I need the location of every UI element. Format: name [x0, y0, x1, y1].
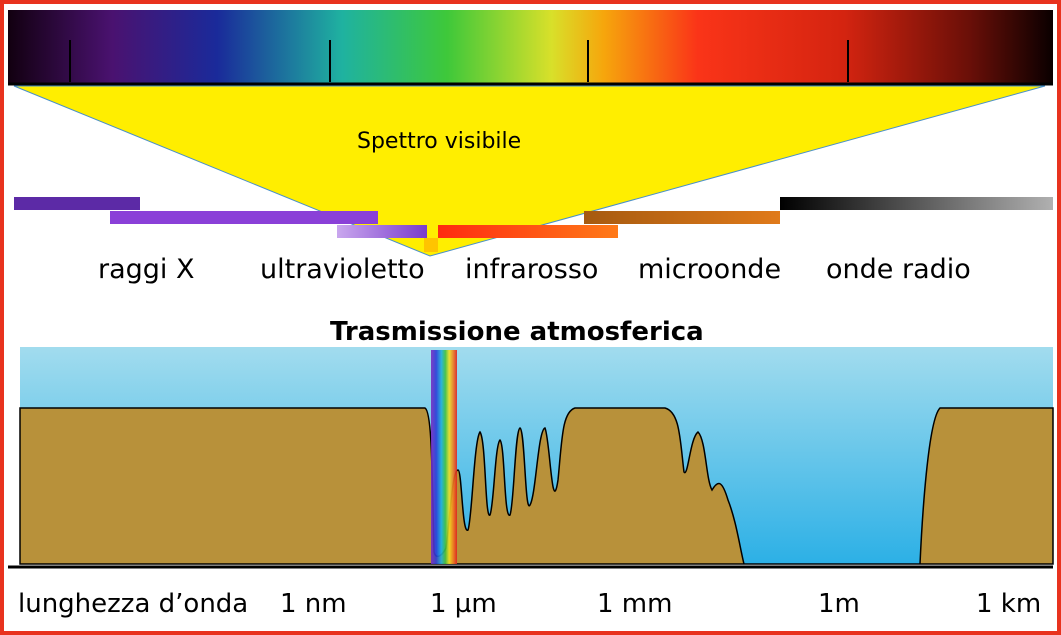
ultraviolet-label: ultravioletto — [260, 254, 425, 285]
ultraviolet-band-bar — [337, 225, 427, 238]
xray-label: raggi X — [98, 254, 195, 285]
visible-spectrum-label: Spettro visibile — [357, 129, 522, 154]
atmosphere-opacity-profile — [19, 407, 1054, 565]
visible-spectrum-funnel — [13, 85, 1046, 257]
xray-band-bar — [14, 197, 140, 210]
wavelength-axis-label: lunghezza d’onda — [18, 589, 249, 619]
xray-band-bar-2 — [110, 211, 378, 224]
infrared-label: infrarosso — [465, 254, 599, 285]
tick-label-1nm: 1 nm — [280, 589, 347, 619]
infrared-band-bar — [438, 225, 618, 238]
radio-band-bar — [780, 197, 1053, 210]
tick-label-1um: 1 µm — [430, 589, 497, 619]
microwave-label: microonde — [638, 254, 782, 285]
transmission-title: Trasmissione atmosferica — [330, 317, 704, 347]
spectrum-bar — [8, 10, 1053, 84]
tick-label-1m: 1m — [818, 589, 860, 619]
tick-label-1mm: 1 mm — [597, 589, 673, 619]
microwave-band-bar — [584, 211, 780, 224]
radio-label: onde radio — [826, 254, 971, 285]
visible-window-rainbow — [431, 350, 457, 564]
visible-band-marker — [424, 238, 438, 252]
tick-label-1km: 1 km — [976, 589, 1042, 619]
